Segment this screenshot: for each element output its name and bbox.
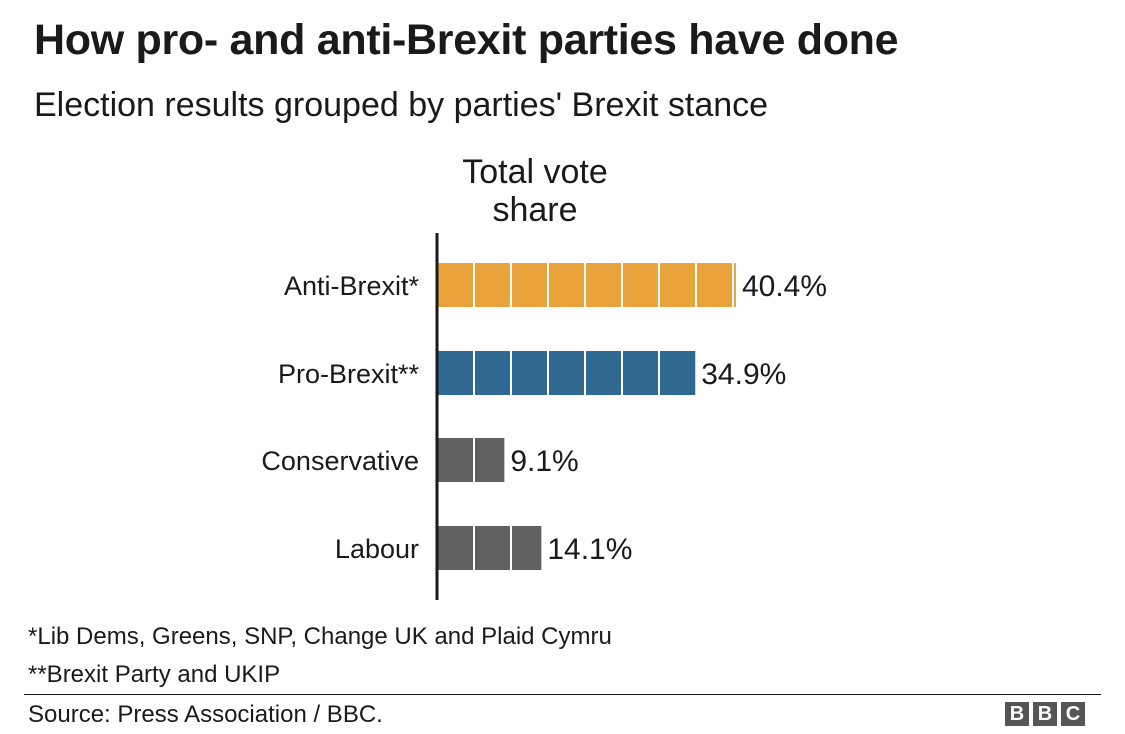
bbc-logo-letter-c: C: [1061, 702, 1085, 726]
bars-group: Anti-Brexit* 40.4% Pro-Brexit** 34.9% Conser…: [261, 263, 827, 570]
value-label-pro-brexit: 34.9%: [701, 358, 786, 391]
bbc-logo-letter-b1: B: [1005, 702, 1029, 726]
bbc-logo: B B C: [1005, 702, 1085, 726]
footer-divider: [24, 694, 1101, 695]
bar-anti-brexit: [437, 263, 736, 307]
bar-conservative: [437, 438, 505, 482]
column-header-line2: share: [492, 191, 577, 229]
category-label-labour: Labour: [335, 534, 419, 564]
value-label-anti-brexit: 40.4%: [742, 270, 827, 303]
footnote-anti-brexit: *Lib Dems, Greens, SNP, Change UK and Pl…: [28, 623, 612, 650]
category-label-pro-brexit: Pro-Brexit**: [278, 359, 420, 389]
column-header-line1: Total vote: [462, 153, 608, 191]
value-label-labour: 14.1%: [547, 533, 632, 566]
bar-pro-brexit: [437, 351, 696, 395]
bar-chart: Total vote share Anti-Brexit* 40.4% Pro-Br…: [261, 153, 827, 600]
chart-subtitle: Election results grouped by parties' Bre…: [34, 86, 769, 124]
source-note: Source: Press Association / BBC.: [28, 701, 383, 728]
category-label-anti-brexit: Anti-Brexit*: [284, 271, 420, 301]
value-label-conservative: 9.1%: [510, 445, 578, 478]
footnote-pro-brexit: **Brexit Party and UKIP: [28, 661, 281, 688]
chart-title: How pro- and anti-Brexit parties have do…: [34, 16, 899, 64]
bbc-logo-letter-b2: B: [1033, 702, 1057, 726]
category-label-conservative: Conservative: [261, 446, 419, 476]
bar-labour: [437, 526, 542, 570]
